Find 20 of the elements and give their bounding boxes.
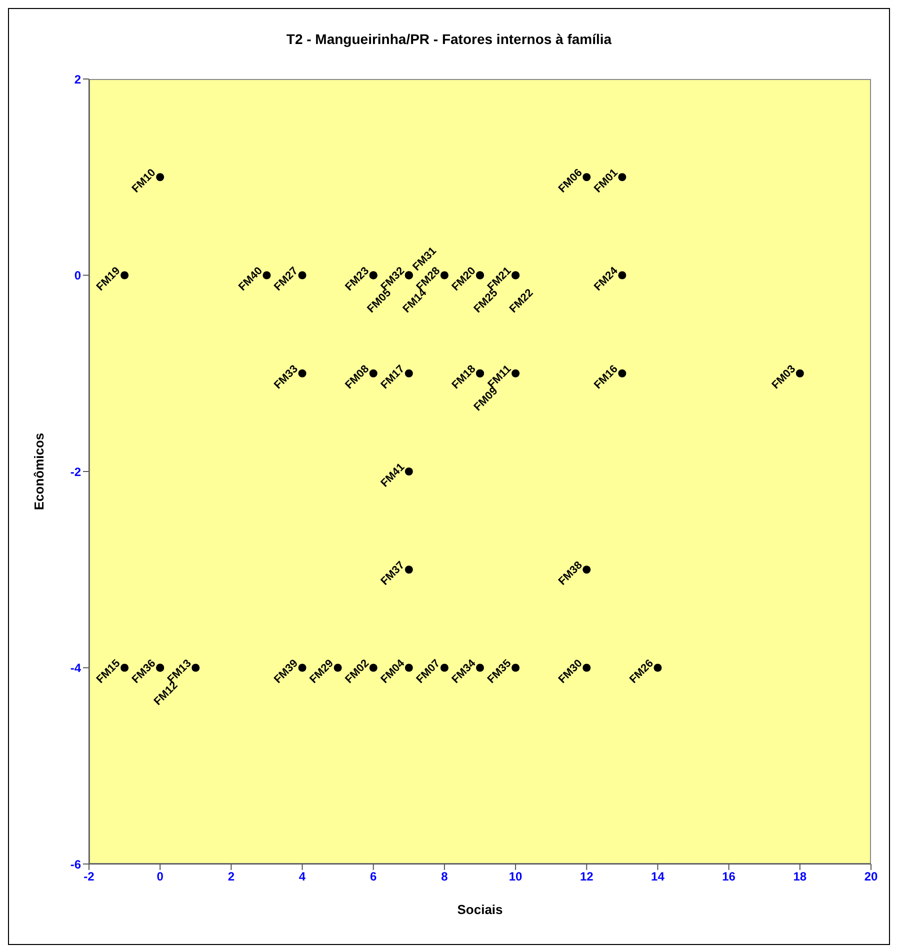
y-tick-label: -2 bbox=[70, 464, 82, 479]
y-tick-label: 0 bbox=[74, 268, 82, 283]
x-tick-label: 14 bbox=[651, 870, 665, 884]
x-tick-label: 20 bbox=[864, 870, 878, 884]
y-tick-label: -4 bbox=[70, 661, 82, 676]
x-tick-label: 12 bbox=[580, 870, 594, 884]
x-tick-label: 18 bbox=[793, 870, 807, 884]
x-axis-title: Sociais bbox=[457, 902, 503, 917]
x-tick-label: 16 bbox=[722, 870, 736, 884]
y-tick-label: 2 bbox=[74, 72, 82, 86]
x-tick-label: 6 bbox=[370, 870, 378, 884]
x-tick-label: 4 bbox=[298, 870, 306, 884]
y-axis-title: Econômicos bbox=[32, 432, 47, 510]
x-tick-label: 8 bbox=[441, 870, 448, 884]
x-tick-label: -2 bbox=[84, 870, 95, 884]
y-tick-label: -6 bbox=[70, 857, 82, 872]
x-tick-label: 0 bbox=[156, 870, 164, 884]
chart-title: T2 - Mangueirinha/PR - Fatores internos à família bbox=[285, 31, 613, 47]
x-tick-label: 2 bbox=[228, 870, 235, 884]
x-tick-label: 10 bbox=[508, 870, 523, 884]
